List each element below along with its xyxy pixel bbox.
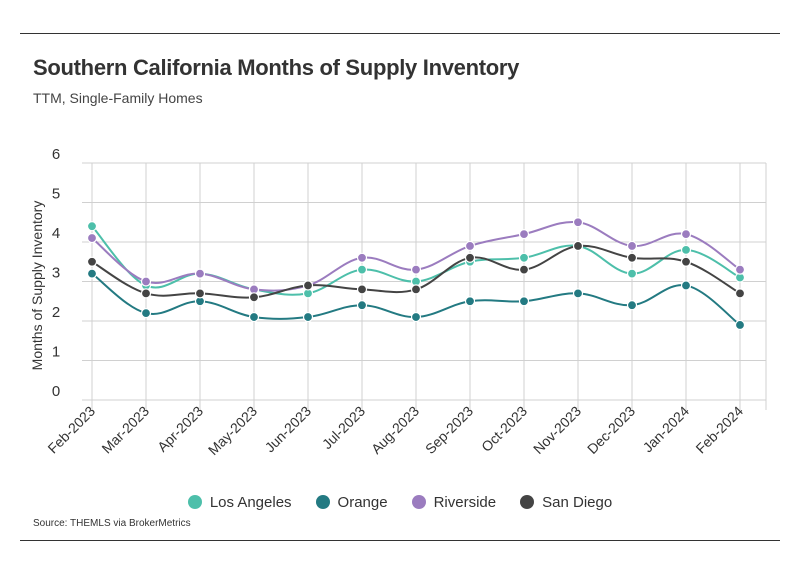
- data-point-riverside: [626, 240, 638, 252]
- data-point-orange: [734, 319, 746, 331]
- data-point-riverside: [572, 217, 584, 228]
- x-tick-label: Jun-2023: [262, 403, 315, 456]
- chart-legend: Los Angeles Orange Riverside San Diego: [0, 491, 800, 513]
- y-tick-label: 5: [52, 186, 60, 203]
- data-point-san-diego: [464, 252, 476, 263]
- chart-subtitle: TTM, Single-Family Homes: [33, 90, 203, 106]
- legend-item-los-angeles: Los Angeles: [187, 493, 292, 511]
- data-point-orange: [572, 288, 584, 299]
- x-tick-label: Jul-2023: [319, 403, 368, 452]
- x-tick-label: Oct-2023: [478, 403, 530, 455]
- data-point-orange: [86, 268, 98, 279]
- data-point-san-diego: [140, 288, 152, 299]
- x-tick-label: Feb-2024: [692, 403, 746, 457]
- data-point-riverside: [518, 229, 530, 240]
- x-tick-label: Nov-2023: [530, 403, 584, 457]
- legend-swatch: [187, 495, 202, 509]
- data-point-san-diego: [194, 288, 206, 299]
- data-point-los-angeles: [626, 268, 638, 279]
- data-point-san-diego: [734, 288, 746, 299]
- y-tick-label: 1: [52, 344, 60, 361]
- x-tick-label: Jan-2024: [640, 403, 693, 456]
- x-tick-label: Feb-2023: [44, 403, 98, 457]
- data-point-riverside: [464, 240, 476, 252]
- y-tick-label: 2: [52, 304, 60, 321]
- y-tick-label: 4: [52, 225, 60, 242]
- legend-swatch: [520, 495, 535, 509]
- y-axis-title: Months of Supply Inventory: [29, 201, 45, 371]
- x-tick-label: Aug-2023: [368, 403, 422, 457]
- data-point-san-diego: [410, 284, 422, 295]
- data-point-riverside: [194, 268, 206, 279]
- data-point-riverside: [86, 232, 98, 244]
- bottom-rule: [20, 540, 780, 541]
- legend-label: Orange: [337, 493, 388, 511]
- legend-label: Riverside: [433, 493, 497, 511]
- data-point-san-diego: [626, 252, 638, 263]
- data-point-san-diego: [248, 292, 260, 303]
- data-point-riverside: [140, 276, 152, 287]
- x-tick-label: Sep-2023: [422, 403, 476, 457]
- legend-item-san-diego: San Diego: [520, 494, 612, 511]
- legend-item-riverside: Riverside: [411, 493, 497, 511]
- legend-swatch: [315, 495, 330, 509]
- data-point-orange: [680, 280, 692, 291]
- x-tick-label: Mar-2023: [98, 403, 152, 457]
- chart-title: Southern California Months of Supply Inv…: [33, 55, 520, 80]
- top-rule: [20, 33, 780, 34]
- data-point-orange: [410, 311, 422, 323]
- data-point-orange: [302, 311, 314, 323]
- data-point-san-diego: [572, 240, 584, 252]
- data-point-orange: [356, 300, 368, 311]
- data-point-san-diego: [356, 284, 368, 295]
- data-point-orange: [140, 308, 152, 319]
- data-point-los-angeles: [86, 221, 98, 232]
- data-point-san-diego: [518, 264, 530, 275]
- x-tick-label: Apr-2023: [154, 403, 206, 455]
- data-point-san-diego: [86, 256, 98, 267]
- data-point-riverside: [356, 252, 368, 263]
- data-point-riverside: [734, 264, 746, 275]
- legend-label: San Diego: [542, 493, 613, 511]
- data-point-orange: [248, 311, 260, 323]
- data-point-riverside: [410, 264, 422, 275]
- data-point-los-angeles: [518, 252, 530, 263]
- data-point-san-diego: [302, 280, 314, 291]
- legend-label: Los Angeles: [209, 493, 292, 511]
- data-point-san-diego: [680, 256, 692, 267]
- y-tick-label: 3: [52, 265, 60, 282]
- source-note: Source: THEMLS via BrokerMetrics: [33, 518, 191, 529]
- data-point-orange: [464, 296, 476, 307]
- data-point-los-angeles: [356, 264, 368, 275]
- data-point-riverside: [680, 229, 692, 240]
- legend-swatch: [411, 495, 426, 509]
- y-tick-label: 0: [52, 383, 60, 400]
- x-tick-label: Dec-2023: [584, 403, 638, 457]
- data-point-orange: [518, 296, 530, 307]
- legend-item-orange: Orange: [315, 493, 388, 511]
- data-point-orange: [626, 300, 638, 311]
- data-point-los-angeles: [680, 244, 692, 255]
- y-tick-label: 6: [52, 146, 60, 163]
- x-tick-label: May-2023: [205, 403, 260, 458]
